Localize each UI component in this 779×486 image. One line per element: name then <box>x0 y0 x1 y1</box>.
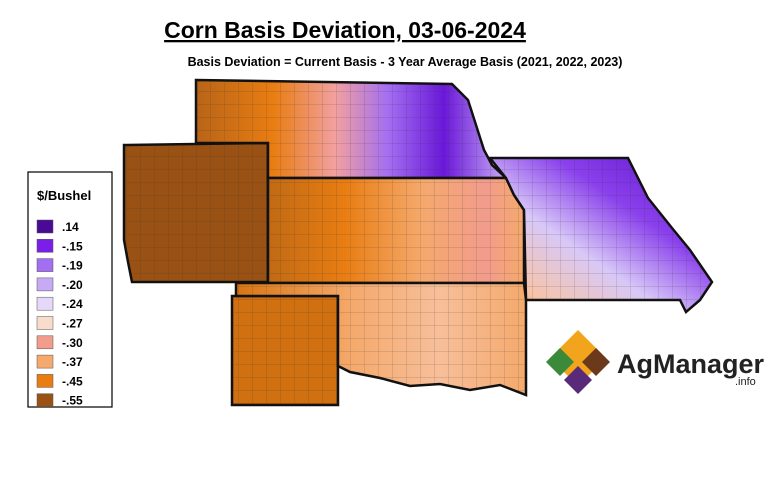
map <box>122 78 714 407</box>
title: Corn Basis Deviation, 03-06-2024 <box>164 17 526 43</box>
county-grid <box>236 283 526 395</box>
county-grid <box>232 296 338 405</box>
legend-label: -.30 <box>62 336 83 350</box>
logo: AgManager .info <box>546 330 765 394</box>
legend-label: -.27 <box>62 317 83 331</box>
legend-label: -.45 <box>62 374 83 388</box>
legend-title: $/Bushel <box>37 188 91 203</box>
logo-name: AgManager <box>617 349 765 379</box>
legend-label: -.15 <box>62 239 83 253</box>
logo-right <box>582 348 610 376</box>
logo-bottom <box>564 366 592 394</box>
legend-label: -.20 <box>62 278 83 292</box>
legend-label: -.37 <box>62 355 83 369</box>
legend-swatch <box>36 374 54 388</box>
legend-label: -.55 <box>62 394 83 408</box>
legend-swatch <box>36 277 54 292</box>
legend-label: -.24 <box>62 297 83 311</box>
county-grid <box>490 158 712 312</box>
legend-swatch <box>36 239 54 253</box>
legend-swatch <box>36 316 54 330</box>
legend-swatch <box>36 258 54 272</box>
county-grid <box>268 178 524 283</box>
legend-swatch <box>36 354 54 369</box>
subtitle: Basis Deviation = Current Basis - 3 Year… <box>188 55 623 69</box>
logo-left <box>546 348 574 376</box>
legend-label: -.19 <box>62 259 83 273</box>
legend-swatch <box>36 219 54 234</box>
legend-label: .14 <box>62 220 79 234</box>
county-grid <box>196 80 506 178</box>
legend-swatch <box>36 393 54 407</box>
legend-items: .14 -.15 -.19 -.20 -.24 -.27 -.30 -.37 -.45 -.55 <box>36 219 83 408</box>
logo-suffix: .info <box>735 376 756 388</box>
legend: $/Bushel .14 -.15 -.19 -.20 -.24 -.27 -.30 -.37… <box>27 171 113 408</box>
county-grid <box>124 143 268 282</box>
legend-swatch <box>36 335 54 350</box>
legend-swatch <box>36 296 54 311</box>
